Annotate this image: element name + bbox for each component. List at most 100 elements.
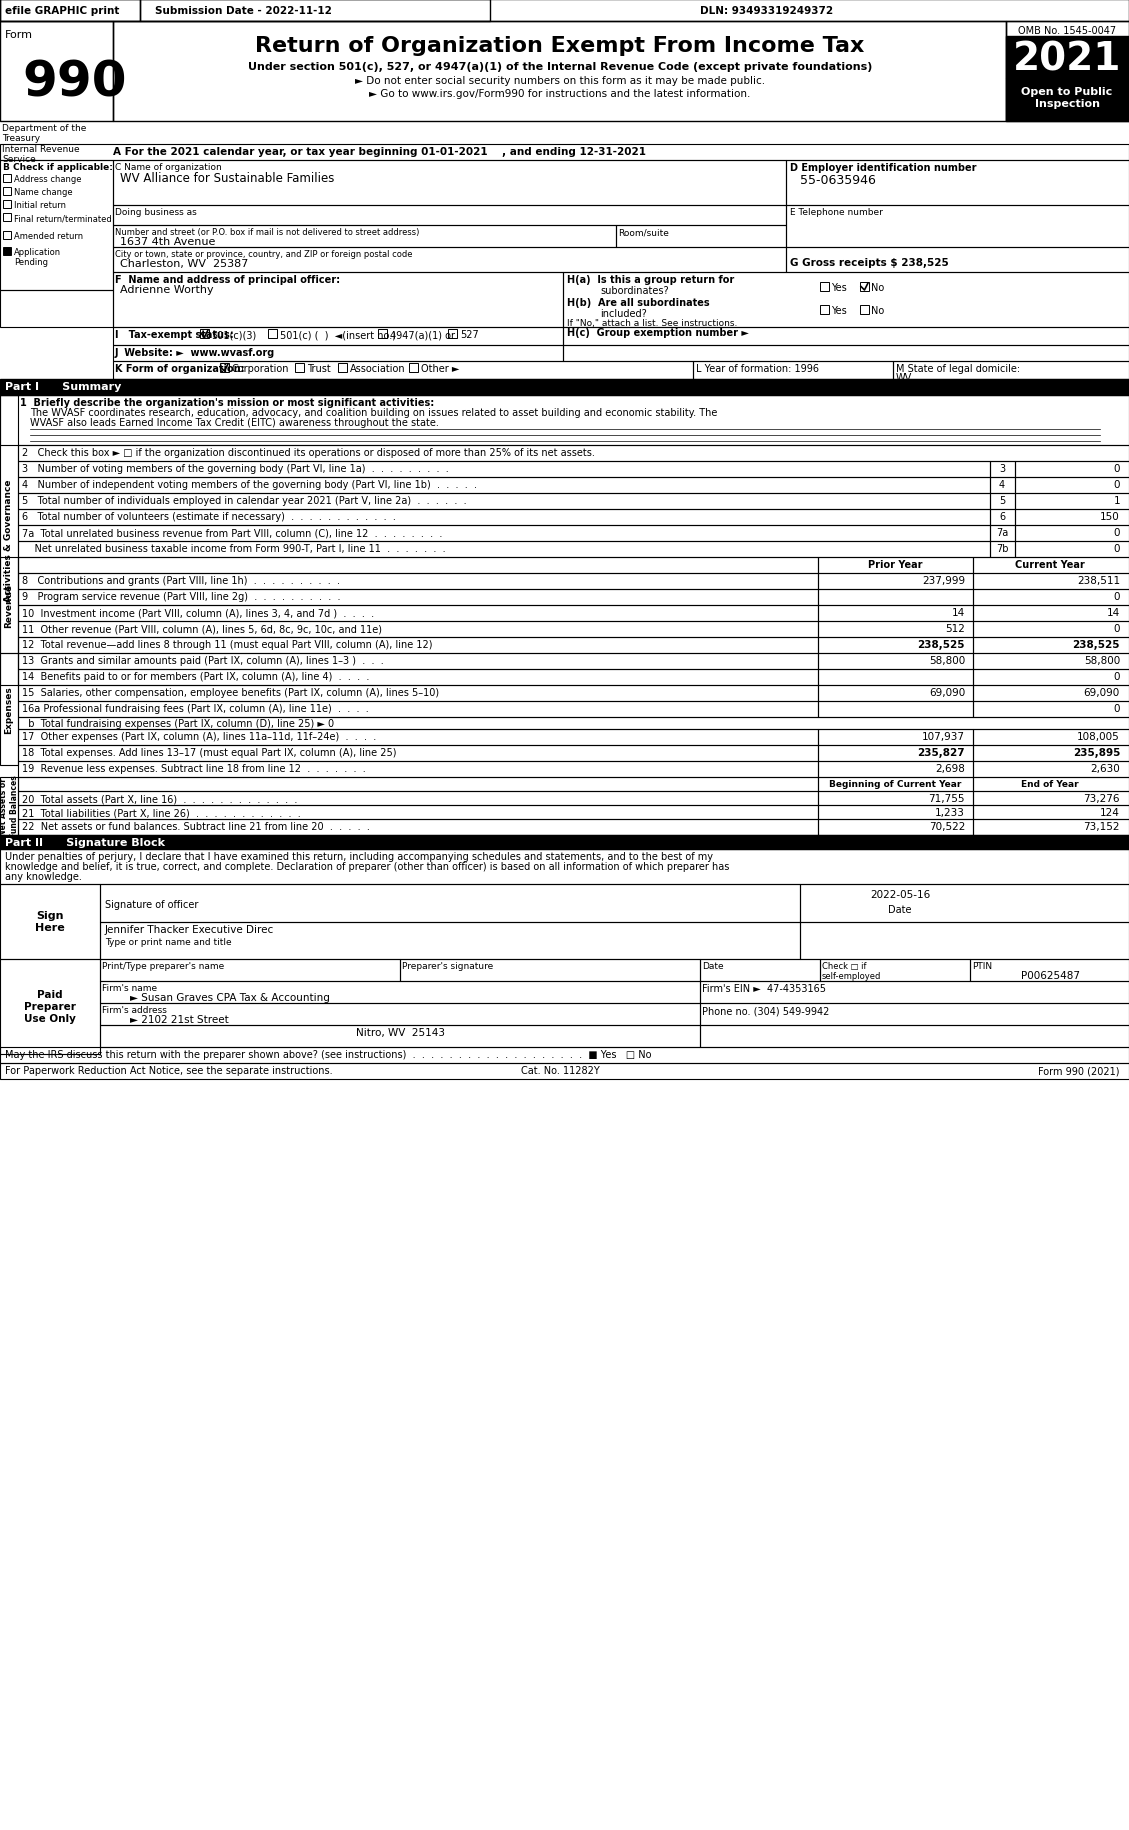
Bar [0, 959, 100, 1054]
Text: 4947(a)(1) or: 4947(a)(1) or [390, 329, 455, 340]
Bar [3, 188, 11, 196]
Bar [113, 273, 563, 328]
Bar [819, 622, 973, 637]
Text: 0: 0 [1113, 544, 1120, 554]
Bar [990, 511, 1015, 525]
Bar [18, 653, 819, 670]
Bar [18, 745, 819, 761]
Bar [973, 761, 1129, 778]
Text: Under section 501(c), 527, or 4947(a)(1) of the Internal Revenue Code (except pr: Under section 501(c), 527, or 4947(a)(1)… [247, 62, 873, 71]
Bar [973, 558, 1129, 573]
Text: 2,698: 2,698 [935, 763, 965, 774]
Text: Jennifer Thacker Executive Direc: Jennifer Thacker Executive Direc [105, 924, 274, 935]
Bar [400, 959, 700, 981]
Text: knowledge and belief, it is true, correct, and complete. Declaration of preparer: knowledge and belief, it is true, correc… [5, 862, 729, 871]
Bar [819, 637, 973, 653]
Bar [1015, 494, 1129, 511]
Text: 124: 124 [1100, 807, 1120, 818]
Bar [0, 22, 113, 123]
Text: Corporation: Corporation [231, 364, 289, 373]
Text: Sign
Here: Sign Here [35, 911, 64, 931]
Bar [100, 1003, 700, 1025]
Bar [990, 494, 1015, 511]
Text: 1637 4th Avenue: 1637 4th Avenue [120, 236, 216, 247]
Text: 501(c)(3): 501(c)(3) [211, 329, 256, 340]
Bar [113, 161, 786, 207]
Bar [409, 364, 418, 373]
Bar [973, 573, 1129, 589]
Text: 58,800: 58,800 [929, 655, 965, 666]
Bar [18, 805, 819, 820]
Text: 5   Total number of individuals employed in calendar year 2021 (Part V, line 2a): 5 Total number of individuals employed i… [21, 496, 466, 505]
Bar [3, 232, 11, 240]
Bar [973, 653, 1129, 670]
Bar [819, 701, 973, 717]
Bar [0, 1047, 1129, 1063]
Text: Phone no. (304) 549-9942: Phone no. (304) 549-9942 [702, 1005, 830, 1016]
Bar [819, 761, 973, 778]
Text: Type or print name and title: Type or print name and title [105, 937, 231, 946]
Text: Expenses: Expenses [5, 686, 14, 734]
Text: Firm's EIN ►  47-4353165: Firm's EIN ► 47-4353165 [702, 983, 826, 994]
Bar [338, 364, 347, 373]
Text: 17  Other expenses (Part IX, column (A), lines 11a–11d, 11f–24e)  .  .  .  .: 17 Other expenses (Part IX, column (A), … [21, 732, 376, 741]
Text: Signature of officer: Signature of officer [105, 900, 199, 910]
Bar [700, 1025, 1129, 1047]
Text: 1: 1 [1113, 496, 1120, 505]
Bar [200, 329, 209, 339]
Bar [18, 637, 819, 653]
Text: ► Go to www.irs.gov/Form990 for instructions and the latest information.: ► Go to www.irs.gov/Form990 for instruct… [369, 90, 751, 99]
Text: J  Website: ►  www.wvasf.org: J Website: ► www.wvasf.org [115, 348, 275, 359]
Bar [0, 884, 100, 959]
Bar [973, 670, 1129, 686]
Text: Address change: Address change [14, 176, 81, 183]
Text: E Telephone number: E Telephone number [790, 209, 883, 218]
Bar [800, 884, 1129, 922]
Bar [113, 346, 563, 362]
Text: 14  Benefits paid to or for members (Part IX, column (A), line 4)  .  .  .  .: 14 Benefits paid to or for members (Part… [21, 672, 369, 681]
Bar [18, 447, 1129, 461]
Bar [100, 922, 800, 959]
Bar [1006, 22, 1129, 123]
Bar [0, 145, 1129, 161]
Text: 15  Salaries, other compensation, employee benefits (Part IX, column (A), lines : 15 Salaries, other compensation, employe… [21, 688, 439, 697]
Text: Application
Pending: Application Pending [14, 247, 61, 267]
Text: Revenue: Revenue [5, 584, 14, 628]
Bar [990, 478, 1015, 494]
Text: 11  Other revenue (Part VIII, column (A), lines 5, 6d, 8c, 9c, 10c, and 11e): 11 Other revenue (Part VIII, column (A),… [21, 624, 382, 633]
Text: The WVASF coordinates research, education, advocacy, and coalition building on i: The WVASF coordinates research, educatio… [30, 408, 717, 417]
Text: 238,525: 238,525 [1073, 640, 1120, 650]
Bar [268, 329, 277, 339]
Bar [1015, 542, 1129, 558]
Bar [18, 573, 819, 589]
Bar [18, 494, 990, 511]
Text: F  Name and address of principal officer:: F Name and address of principal officer: [115, 274, 340, 285]
Text: Firm's address: Firm's address [102, 1005, 167, 1014]
Text: 6: 6 [999, 512, 1005, 522]
Bar [973, 686, 1129, 701]
Bar [18, 511, 990, 525]
Text: Paid
Preparer
Use Only: Paid Preparer Use Only [24, 990, 76, 1023]
Bar [295, 364, 304, 373]
Bar [1015, 478, 1129, 494]
Bar [700, 981, 1129, 1003]
Text: Room/suite: Room/suite [618, 229, 668, 236]
Text: 55-0635946: 55-0635946 [800, 174, 876, 187]
Text: Adrienne Worthy: Adrienne Worthy [120, 285, 213, 295]
Text: 73,276: 73,276 [1084, 794, 1120, 803]
Text: 8   Contributions and grants (Part VIII, line 1h)  .  .  .  .  .  .  .  .  .  .: 8 Contributions and grants (Part VIII, l… [21, 576, 340, 586]
Text: L Year of formation: 1996: L Year of formation: 1996 [695, 364, 819, 373]
Bar [820, 959, 970, 981]
Text: Submission Date - 2022-11-12: Submission Date - 2022-11-12 [155, 5, 332, 16]
Bar [3, 247, 11, 256]
Bar [18, 606, 819, 622]
Text: 3   Number of voting members of the governing body (Part VI, line 1a)  .  .  .  : 3 Number of voting members of the govern… [21, 463, 448, 474]
Bar [819, 778, 973, 792]
Text: D Employer identification number: D Employer identification number [790, 163, 977, 172]
Bar [18, 622, 819, 637]
Text: Activities & Governance: Activities & Governance [5, 479, 14, 602]
Text: 16a Professional fundraising fees (Part IX, column (A), line 11e)  .  .  .  .: 16a Professional fundraising fees (Part … [21, 703, 369, 714]
Bar [973, 820, 1129, 836]
Text: B Check if applicable:: B Check if applicable: [3, 163, 113, 172]
Text: DLN: 93493319249372: DLN: 93493319249372 [700, 5, 833, 16]
